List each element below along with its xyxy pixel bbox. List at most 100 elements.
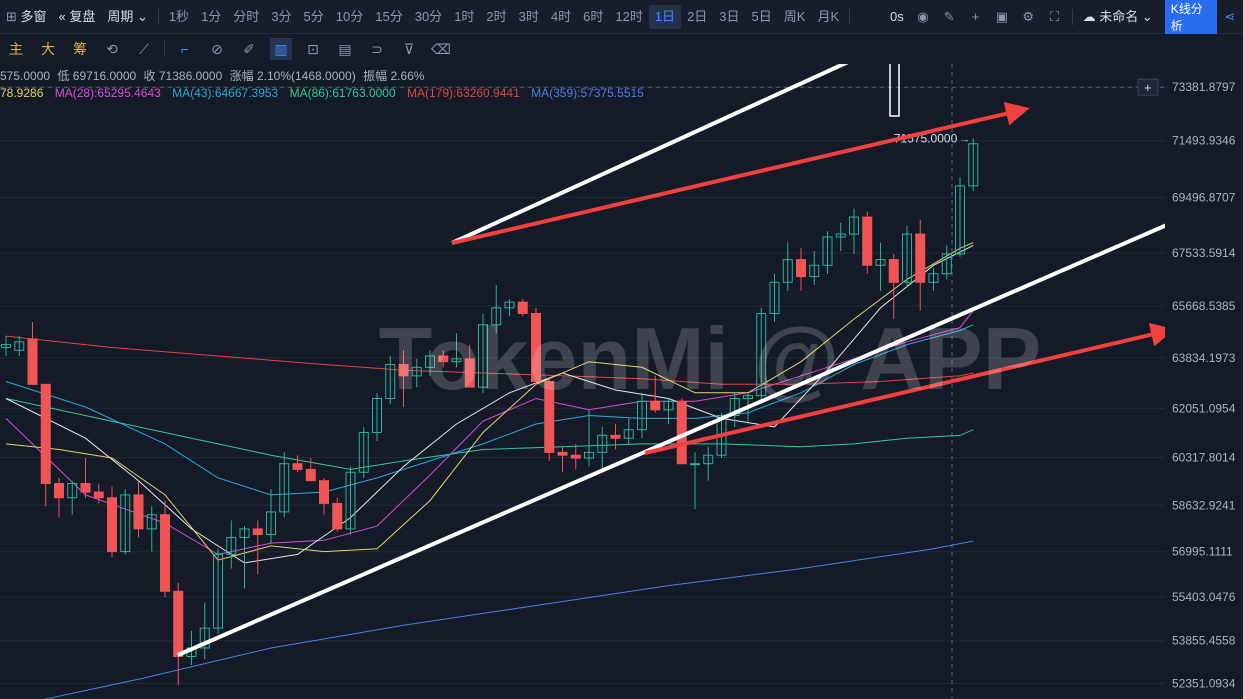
candle-body xyxy=(610,434,621,439)
period-周K[interactable]: 周K xyxy=(783,8,806,24)
divider xyxy=(1071,8,1073,25)
period-12时[interactable]: 12时 xyxy=(615,8,643,24)
period-1分[interactable]: 1分 xyxy=(201,8,222,24)
candle-body xyxy=(93,491,104,499)
candle-body xyxy=(968,143,979,187)
period-list: 1秒 1分 分时 3分 5分 10分 15分 30分 1时 2时 3时 4时 6时 12时 1日 2日 3日 5日… xyxy=(163,4,845,29)
period-5分[interactable]: 5分 xyxy=(303,8,324,24)
chevron-down-icon: ⌄ xyxy=(133,8,148,24)
note-tool-icon[interactable]: ⌐ xyxy=(180,41,190,57)
period-dropdown[interactable]: 周期 ⌄ xyxy=(107,8,148,24)
trash-icon[interactable]: ⌫ xyxy=(431,40,451,57)
period-1秒[interactable]: 1秒 xyxy=(168,8,190,24)
period-1日[interactable]: 1日 xyxy=(648,4,682,29)
low-label: 低 xyxy=(57,69,70,83)
period-3时[interactable]: 3时 xyxy=(518,8,539,24)
period-10分[interactable]: 10分 xyxy=(335,8,364,24)
candle-body xyxy=(941,253,952,275)
amplitude-value: 2.66% xyxy=(390,69,425,83)
filter-icon[interactable]: ⊽ xyxy=(403,40,415,57)
fullscreen-icon[interactable]: ⛶ xyxy=(1050,8,1060,24)
candle-body xyxy=(54,483,64,499)
candle-body xyxy=(146,514,157,530)
candle-body xyxy=(279,463,290,513)
candle-body xyxy=(729,398,740,417)
candle-body xyxy=(133,494,144,530)
candle-body xyxy=(623,429,634,439)
candle-body xyxy=(955,185,965,255)
close-value: 71386.0000 xyxy=(158,69,223,83)
price-tick-label: 52351.0934 xyxy=(1172,676,1236,690)
line-tool-icon[interactable]: ⟋ xyxy=(139,40,149,57)
upper-white-trendline xyxy=(451,64,849,245)
candle-body xyxy=(160,514,170,592)
replay-button[interactable]: « 复盘 xyxy=(58,8,96,24)
candle-body xyxy=(597,434,608,453)
candle-body xyxy=(915,233,926,283)
candle-body xyxy=(411,366,422,377)
arrow-glyph: → xyxy=(959,133,970,145)
period-分时[interactable]: 分时 xyxy=(233,8,260,24)
candle-body xyxy=(849,216,859,235)
candles: 71575.0000 → xyxy=(1,131,979,685)
multi-window-button[interactable]: ⊞ 多窗 xyxy=(6,8,47,24)
candle-body xyxy=(703,454,714,465)
candle-body xyxy=(517,301,528,314)
period-6时[interactable]: 6时 xyxy=(583,8,604,24)
magnet-icon[interactable]: ⊃ xyxy=(371,40,383,57)
period-1时[interactable]: 1时 xyxy=(454,8,475,24)
candle-body xyxy=(478,324,488,388)
bag-icon[interactable]: ⊡ xyxy=(307,40,319,57)
candle-body xyxy=(67,483,78,499)
price-tick-label: 69496.8707 xyxy=(1172,190,1236,204)
candlestick-chart[interactable]: 71575.0000 → 73381.8797 71493.9346 69496.87… xyxy=(0,64,1243,699)
period-3分[interactable]: 3分 xyxy=(271,8,292,24)
candle-body xyxy=(120,494,131,553)
add-icon[interactable]: + xyxy=(971,9,980,24)
candle-body xyxy=(199,627,210,649)
amplitude-label: 振幅 xyxy=(363,69,388,83)
cycle-icon[interactable]: ⟲ xyxy=(106,40,118,57)
ma-line-MA(43) xyxy=(5,324,974,496)
candle-body xyxy=(385,363,396,400)
ma-label: MA(43):64667.3953 xyxy=(172,86,279,100)
grid-icon: ⊞ xyxy=(6,8,21,24)
candle-body xyxy=(796,259,806,278)
share-icon[interactable]: ⋖ xyxy=(1224,8,1236,24)
edit-note-icon[interactable]: ▤ xyxy=(338,40,352,57)
big-order-label[interactable]: 大 xyxy=(41,41,55,57)
candle-body xyxy=(173,590,184,657)
watermark: TokenMi @ APP xyxy=(379,309,1042,408)
period-月K[interactable]: 月K xyxy=(817,8,840,24)
window-icon[interactable]: ▣ xyxy=(995,8,1009,24)
candle-body xyxy=(650,400,661,411)
period-15分[interactable]: 15分 xyxy=(375,8,403,24)
candle-type-icon[interactable]: ▥ xyxy=(270,38,292,60)
period-2时[interactable]: 2时 xyxy=(486,8,507,24)
countdown: 0s xyxy=(890,8,904,24)
camera-icon[interactable]: ◉ xyxy=(917,8,929,24)
period-4时[interactable]: 4时 xyxy=(550,8,572,24)
layout-dropdown[interactable]: ☁ 未命名 ⌄ xyxy=(1082,8,1153,24)
drawing-icon[interactable]: ✎ xyxy=(943,8,955,24)
settings-icon[interactable]: ⚙ xyxy=(1022,8,1035,24)
candle-body xyxy=(584,451,594,459)
k-analysis-button[interactable]: K线分析 xyxy=(1164,0,1217,36)
candle-body xyxy=(835,233,846,238)
candle-body xyxy=(107,497,117,553)
chips-label[interactable]: 筹 xyxy=(73,41,87,57)
candle-body xyxy=(14,341,25,351)
ma-line-MA(179) xyxy=(5,335,974,385)
period-3日[interactable]: 3日 xyxy=(719,8,740,24)
candle-body xyxy=(822,236,833,266)
open-value: 575.0000 xyxy=(0,69,51,83)
main-indicator-label[interactable]: 主 xyxy=(9,41,23,57)
ma-legend: 78.9286 MA(28):65295.4643 MA(43):64667.3… xyxy=(0,86,652,100)
ohlc-info: 575.0000 低 69716.0000 收 71386.0000 涨幅 2.… xyxy=(0,67,424,84)
period-30分[interactable]: 30分 xyxy=(414,8,443,24)
period-2日[interactable]: 2日 xyxy=(687,8,708,24)
ruler-icon[interactable]: ⊘ xyxy=(211,40,223,57)
candle-body xyxy=(756,312,767,397)
period-5日[interactable]: 5日 xyxy=(751,8,772,24)
pen-icon[interactable]: ✐ xyxy=(243,40,255,57)
